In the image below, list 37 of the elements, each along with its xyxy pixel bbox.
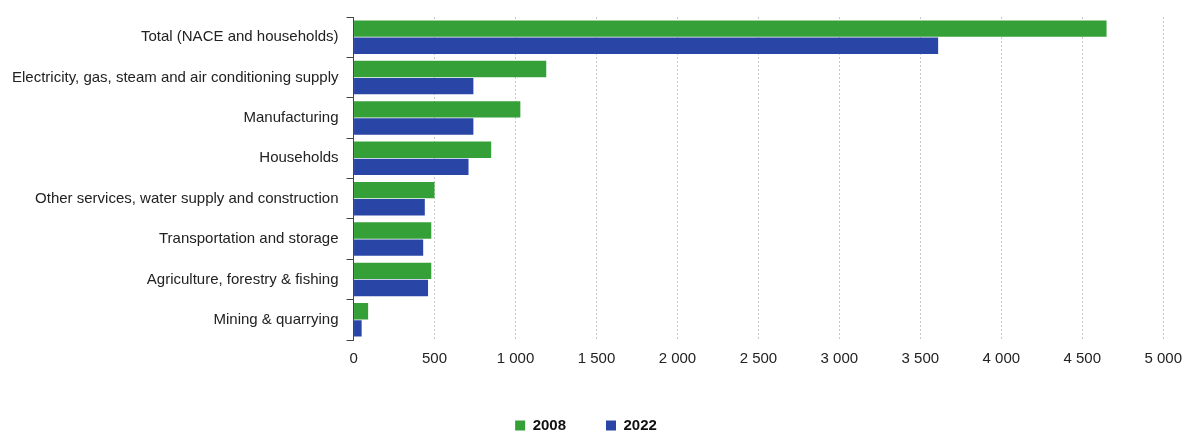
bar <box>354 20 1107 37</box>
y-tick-label: Mining & quarrying <box>213 309 339 327</box>
bar <box>354 181 435 199</box>
bar <box>354 303 369 320</box>
x-tick-label: 4 500 <box>1063 349 1102 367</box>
bar <box>354 239 424 256</box>
x-tick-label: 0 <box>349 349 358 367</box>
bar <box>354 77 474 95</box>
bar <box>354 60 547 78</box>
y-tick-label: Agriculture, forestry & fishing <box>146 269 339 287</box>
y-tick-label: Manufacturing <box>243 108 339 126</box>
y-tick-label: Electricity, gas, steam and air conditioning supply <box>11 67 340 85</box>
bar <box>354 262 432 280</box>
y-tick-label: Other services, water supply and construction <box>35 188 339 206</box>
legend-label: 2008 <box>532 415 567 433</box>
bar <box>354 101 521 118</box>
bar <box>354 141 492 158</box>
bar <box>354 158 469 176</box>
x-tick-label: 500 <box>422 349 448 367</box>
bar <box>354 199 425 216</box>
y-tick-label: Households <box>259 148 339 166</box>
x-tick-label: 1 000 <box>496 349 535 367</box>
x-tick-label: 3 000 <box>820 349 859 367</box>
x-tick-label: 4 000 <box>982 349 1021 367</box>
x-tick-label: 3 500 <box>901 349 940 367</box>
y-tick-label: Total (NACE and households) <box>140 27 339 45</box>
bar <box>354 37 939 54</box>
bar <box>354 320 362 337</box>
bar <box>354 222 432 239</box>
x-tick-label: 5 000 <box>1144 349 1183 367</box>
x-tick-label: 1 500 <box>577 349 616 367</box>
bar <box>354 279 429 297</box>
x-tick-label: 2 000 <box>658 349 697 367</box>
y-tick-label: Transportation and storage <box>158 229 339 247</box>
x-tick-label: 2 500 <box>739 349 778 367</box>
bar <box>354 118 474 135</box>
legend-label: 2022 <box>623 415 657 433</box>
